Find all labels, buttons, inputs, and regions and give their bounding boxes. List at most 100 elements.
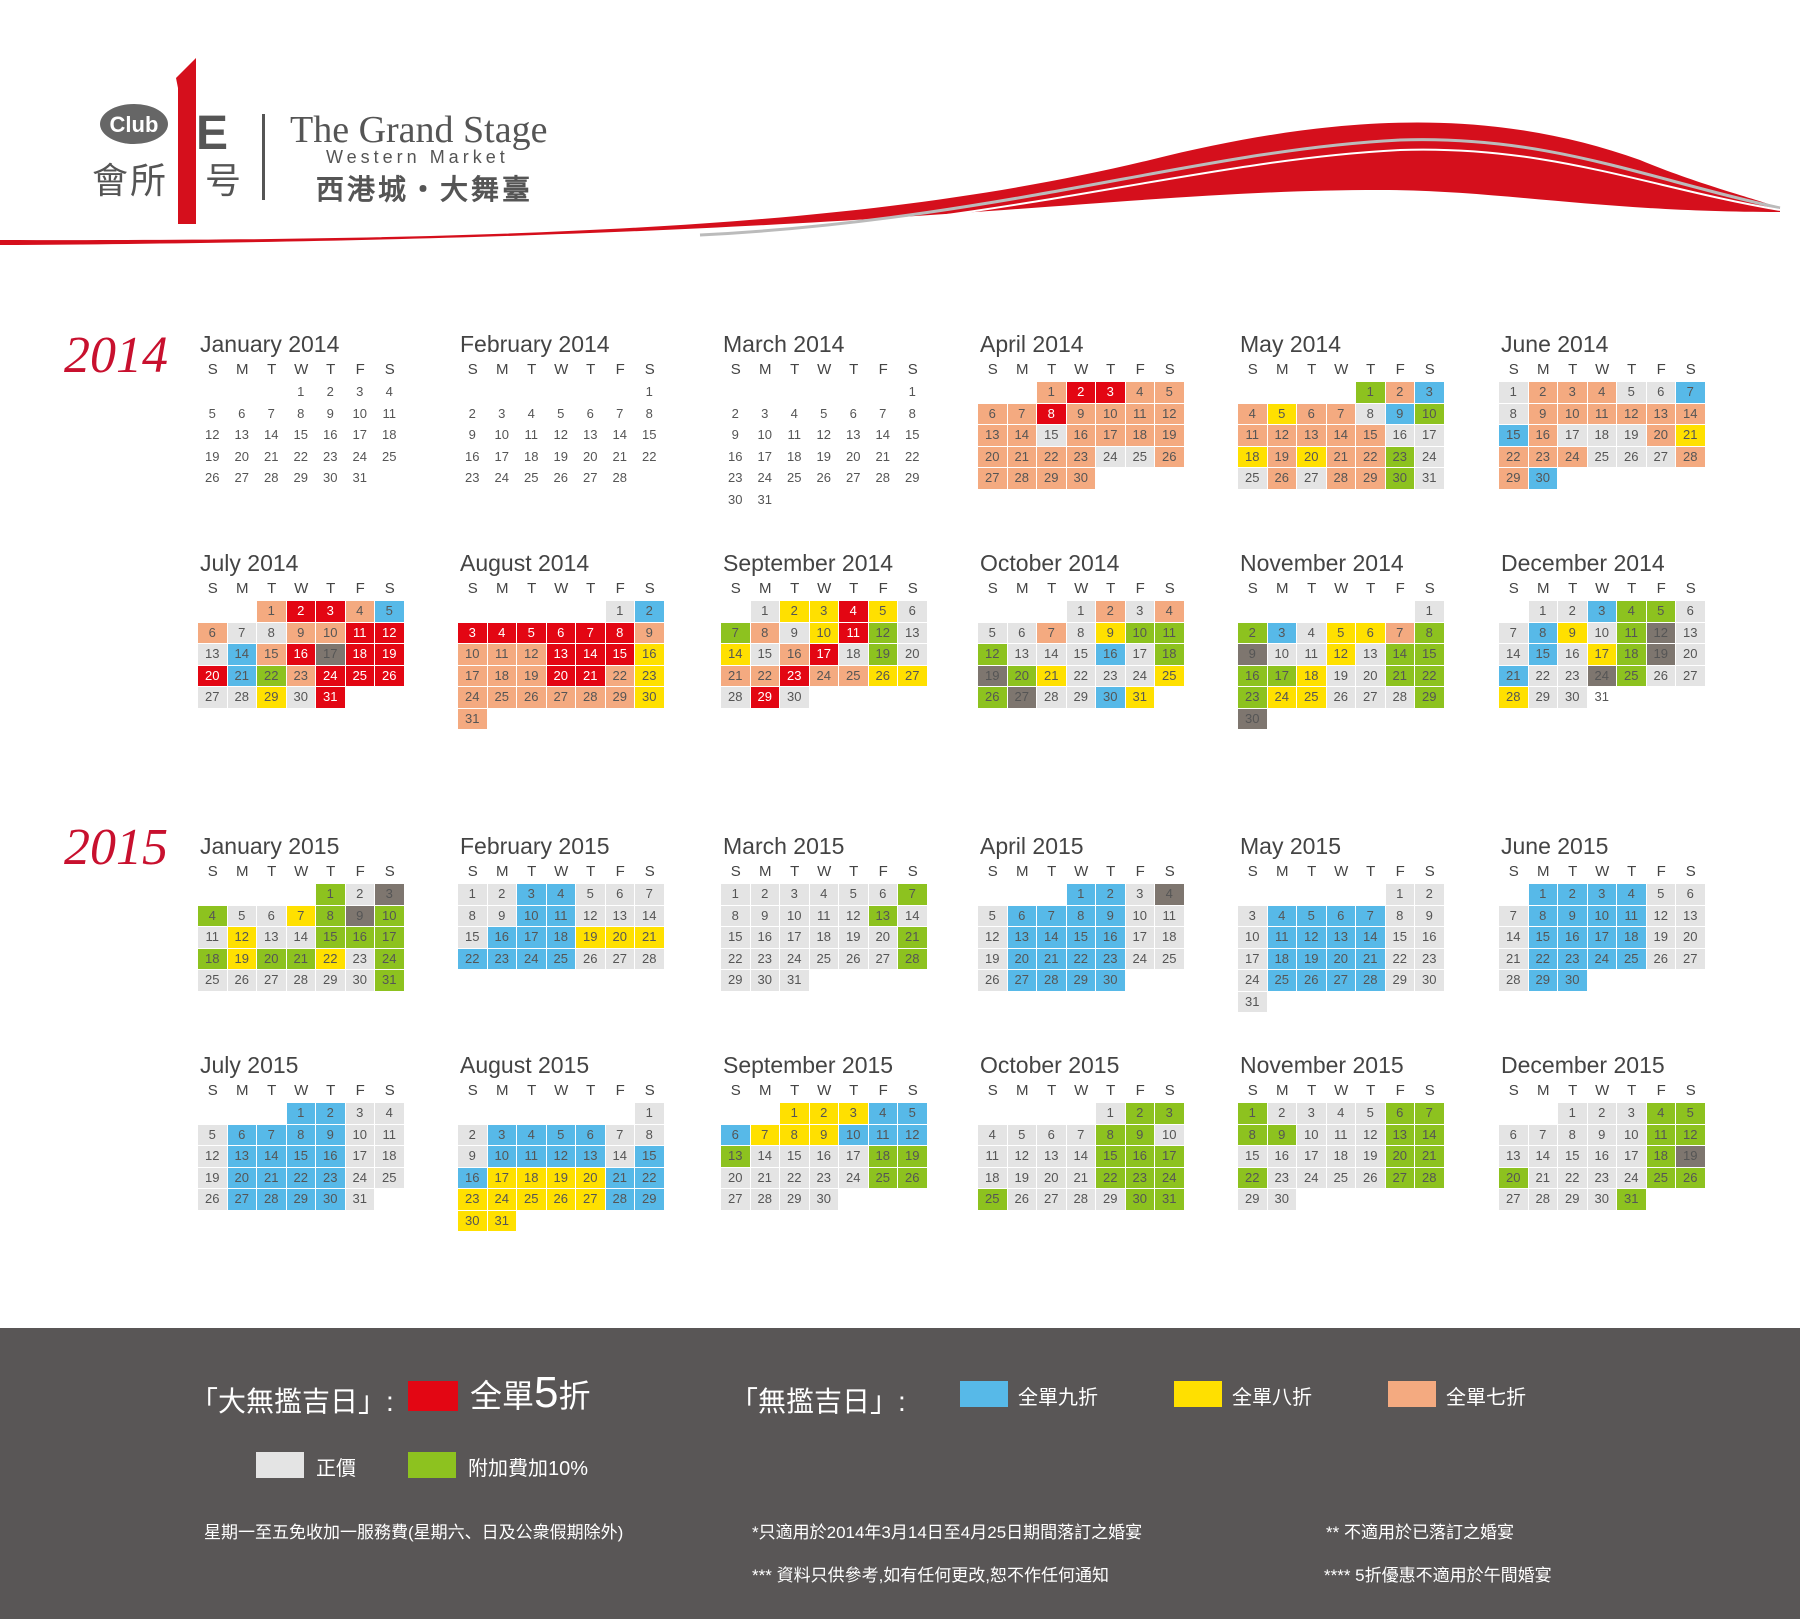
weekday-label: S (1247, 1082, 1258, 1099)
weekday-label: S (1247, 863, 1258, 880)
day-cell: 30 (316, 1189, 345, 1210)
day-cell: 27 (583, 470, 598, 485)
day-cell: 3 (1267, 622, 1296, 643)
weekday-label: W (817, 863, 832, 880)
day-cell: 21 (898, 927, 927, 948)
day-cell: 21 (721, 665, 750, 686)
weekday-label: M (236, 580, 249, 597)
weekday-label: W (294, 863, 309, 880)
day-cell: 12 (839, 905, 868, 926)
weekday-label: W (294, 361, 309, 378)
empty-day-cell (1529, 1103, 1558, 1124)
day-cell: 9 (326, 405, 334, 421)
day-cell: 9 (1096, 905, 1125, 926)
day-cell: 16 (1558, 644, 1587, 665)
day-cell: 15 (1528, 927, 1557, 948)
day-cell: 2 (780, 601, 809, 622)
day-cell: 1 (1385, 884, 1414, 905)
day-cell: 6 (586, 405, 594, 421)
day-cell: 6 (1676, 601, 1705, 622)
day-cell: 12 (1007, 1146, 1036, 1167)
day-cell: 8 (605, 622, 634, 643)
day-cell: 2 (1238, 622, 1267, 643)
month-calendar: September 2014 S M T W T F S 1 2 3 4 5 6 7 8 9 10 11 12 13 14… (721, 549, 927, 709)
day-cell: 26 (868, 665, 897, 686)
day-cell: 27 (227, 1189, 256, 1210)
day-cell: 17 (487, 1167, 516, 1188)
weekday-label: T (1307, 863, 1317, 880)
month-title: January 2015 (200, 833, 340, 859)
day-cell: 20 (898, 644, 927, 665)
day-cell: 22 (1356, 446, 1385, 467)
day-cell: 18 (517, 1167, 546, 1188)
day-cell: 14 (1499, 644, 1528, 665)
day-cell: 29 (257, 687, 286, 708)
day-cell: 1 (780, 1103, 809, 1124)
day-cell: 21 (576, 665, 605, 686)
day-cell: 27 (234, 470, 249, 485)
day-cell: 25 (198, 970, 227, 991)
day-cell: 6 (1646, 382, 1675, 403)
day-cell: 1 (257, 601, 286, 622)
weekday-label: M (496, 580, 509, 597)
empty-day-cell (721, 1103, 750, 1124)
day-cell: 2 (458, 1124, 487, 1145)
day-cell: 19 (1646, 927, 1675, 948)
day-cell: 31 (352, 470, 367, 485)
day-cell: 22 (458, 948, 487, 969)
empty-day-cell (228, 382, 257, 403)
day-cell: 23 (728, 470, 743, 485)
day-cell: 14 (227, 644, 256, 665)
day-cell: 23 (1385, 446, 1414, 467)
day-cell: 25 (1125, 446, 1154, 467)
day-cell: 3 (375, 884, 404, 905)
day-cell: 20 (1499, 1167, 1528, 1188)
day-cell: 16 (1125, 1146, 1154, 1167)
day-grid: 1 2 3 4 5 6 7 8 9 10 11 12 13 14 15 16 17 18 19 20 21 22 23 24 2… (1499, 382, 1705, 490)
day-cell: 22 (1238, 1167, 1267, 1188)
day-cell: 1 (458, 884, 487, 905)
day-cell: 18 (1155, 644, 1184, 665)
day-cell: 10 (1125, 905, 1154, 926)
day-cell: 20 (1356, 665, 1385, 686)
month-title: February 2014 (460, 331, 610, 357)
day-cell: 26 (1676, 1167, 1705, 1188)
day-cell: 7 (1356, 905, 1385, 926)
day-cell: 25 (382, 448, 397, 464)
day-cell: 9 (1385, 403, 1414, 424)
empty-day-cell (1268, 601, 1297, 622)
day-cell: 8 (1066, 905, 1095, 926)
empty-day-cell (228, 884, 257, 905)
day-cell: 9 (1558, 622, 1587, 643)
day-cell: 19 (1297, 948, 1326, 969)
day-cell: 23 (1238, 687, 1267, 708)
day-cell: 11 (809, 905, 838, 926)
weekday-label: M (1276, 580, 1289, 597)
weekday-label: W (554, 863, 569, 880)
day-cell: 3 (1558, 382, 1587, 403)
month-calendar: May 2015 S M T W T F S 1 2 3 4 5 6 7 8 9 10 11 12 13 14 15 16 17… (1238, 832, 1444, 1013)
day-cell: 14 (605, 1146, 634, 1167)
day-cell: 31 (487, 1210, 516, 1231)
day-cell: 31 (375, 970, 404, 991)
weekday-label: W (554, 361, 569, 378)
day-cell: 27 (1007, 970, 1036, 991)
empty-day-cell (458, 382, 487, 403)
day-cell: 7 (879, 405, 887, 421)
weekday-label: F (355, 863, 365, 880)
day-cell: 29 (1415, 687, 1444, 708)
weekday-label: F (1656, 580, 1666, 597)
day-cell: 4 (1238, 403, 1267, 424)
day-cell: 4 (1297, 622, 1326, 643)
month-title: June 2015 (1501, 833, 1609, 859)
day-cell: 6 (1326, 905, 1355, 926)
day-cell: 31 (1155, 1189, 1184, 1210)
day-cell: 22 (1499, 446, 1528, 467)
day-cell: 22 (316, 948, 345, 969)
weekday-label: M (1276, 361, 1289, 378)
day-cell: 25 (1587, 446, 1616, 467)
weekday-label: M (1016, 1082, 1029, 1099)
day-cell: 12 (198, 1146, 227, 1167)
day-cell: 23 (809, 1167, 838, 1188)
day-cell: 3 (1415, 382, 1444, 403)
